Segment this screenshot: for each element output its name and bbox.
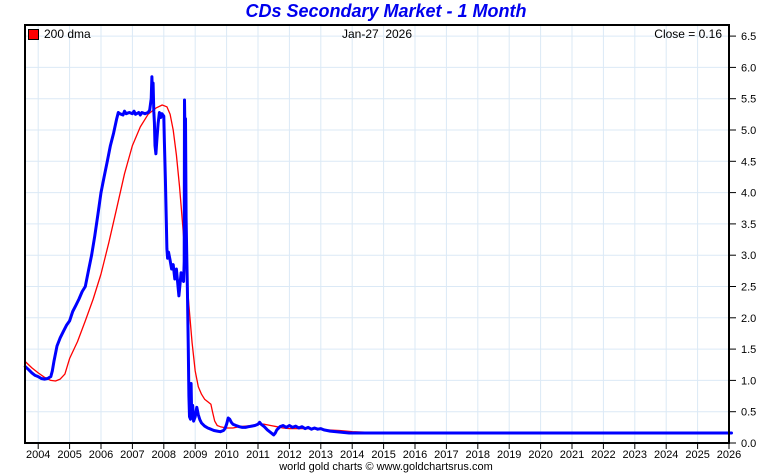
y-tick-label: 2.0 [741,313,756,325]
x-tick-label: 2005 [57,449,81,461]
x-tick-label: 2016 [403,449,427,461]
x-tick-label: 2004 [26,449,50,461]
y-tick-label: 4.0 [741,188,756,200]
y-tick-label: 0.0 [741,438,756,450]
x-tick-label: 2019 [497,449,521,461]
close-value-label: Close = 0.16 [654,27,722,41]
x-tick-label: 2022 [591,449,615,461]
y-tick-label: 2.5 [741,282,756,294]
y-tick-label: 1.5 [741,344,756,356]
y-tick-label: 6.0 [741,62,756,74]
x-tick-label: 2024 [654,449,678,461]
y-tick-label: 1.0 [741,375,756,387]
plot-border [24,24,730,444]
legend-200dma-label: 200 dma [44,27,91,41]
x-tick-label: 2010 [214,449,238,461]
x-tick-label: 2020 [528,449,552,461]
x-tick-label: 2018 [466,449,490,461]
x-tick-label: 2021 [560,449,584,461]
y-tick-label: 6.5 [741,31,756,43]
y-tick-label: 5.0 [741,125,756,137]
series-cds-1-month [23,75,733,437]
x-tick-label: 2012 [277,449,301,461]
x-tick-label: 2026 [717,449,741,461]
x-tick-label: 2014 [340,449,364,461]
footer-credit: world gold charts © www.goldchartsrus.co… [279,461,493,473]
x-tick-label: 2015 [371,449,395,461]
x-tick-label: 2008 [152,449,176,461]
x-tick-label: 2007 [120,449,144,461]
x-tick-label: 2023 [623,449,647,461]
y-tick-label: 4.5 [741,156,756,168]
x-tick-label: 2025 [685,449,709,461]
x-tick-label: 2009 [183,449,207,461]
legend: 200 dma [28,27,91,41]
legend-200dma-swatch-icon [28,28,39,40]
x-tick-label: 2017 [434,449,458,461]
date-label: Jan-27 2026 [341,27,413,41]
x-tick-label: 2011 [246,449,270,461]
y-tick-label: 3.0 [741,250,756,262]
series-200-dma [24,104,733,434]
x-tick-label: 2006 [89,449,113,461]
y-tick-label: 0.5 [741,407,756,419]
x-tick-label: 2013 [309,449,333,461]
chart-title: CDs Secondary Market - 1 Month [245,1,527,21]
y-tick-label: 3.5 [741,219,756,231]
y-tick-label: 5.5 [741,94,756,106]
